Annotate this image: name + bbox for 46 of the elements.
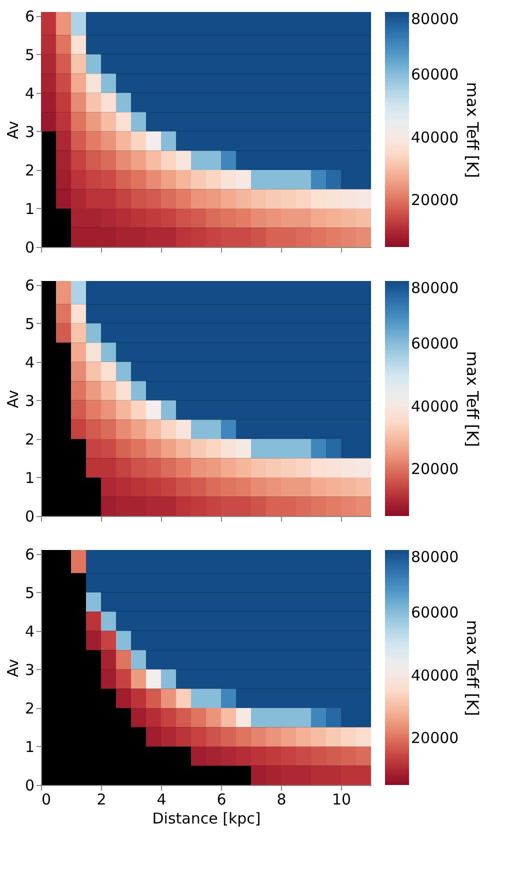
y-tick-label: 3 <box>24 660 34 679</box>
color-bar-label: 20000 <box>411 460 459 478</box>
y-tick-label: 1 <box>24 468 34 487</box>
y-tick-label: 4 <box>24 622 34 640</box>
x-tick-label: 10 <box>332 790 352 808</box>
y-tick-label: 5 <box>24 46 34 64</box>
y-tick-label: 6 <box>24 7 34 26</box>
y-tick-label: 4 <box>24 353 34 372</box>
y-tick-label: 6 <box>24 545 34 564</box>
color-bar-label: 60000 <box>411 604 459 622</box>
y-axis-title: Av <box>4 120 22 140</box>
color-bar-label: 80000 <box>411 279 459 297</box>
y-tick-label: 4 <box>24 84 34 102</box>
color-bar-label: 80000 <box>411 548 459 566</box>
y-tick-label: 2 <box>24 430 34 448</box>
color-bar-label: 40000 <box>411 397 459 416</box>
y-tick-label: 5 <box>24 584 34 602</box>
color-bar-label: 40000 <box>411 666 459 684</box>
y-tick-label: 0 <box>24 508 34 526</box>
color-bar-title: max Teff [K] <box>463 82 482 178</box>
y-tick-label: 0 <box>24 238 34 256</box>
color-bar-label: 60000 <box>411 334 459 353</box>
x-tick-label: 8 <box>276 790 286 808</box>
color-bar-title: max Teff [K] <box>463 620 482 716</box>
y-tick-label: 1 <box>24 738 34 756</box>
y-tick-label: 1 <box>24 200 34 218</box>
color-bar-label: 60000 <box>411 66 459 84</box>
color-bar-label: 40000 <box>411 128 459 146</box>
color-bar-title: max Teff [K] <box>463 351 482 447</box>
x-tick-label: 0 <box>42 790 52 808</box>
color-bar-label: 80000 <box>411 10 459 28</box>
y-axis-title: Av <box>4 658 22 678</box>
y-tick-label: 3 <box>24 122 34 141</box>
x-tick-label: 6 <box>216 790 226 808</box>
y-tick-label: 0 <box>24 776 34 794</box>
x-tick-label: 4 <box>156 790 166 808</box>
y-tick-label: 5 <box>24 314 34 333</box>
y-tick-label: 2 <box>24 161 34 180</box>
x-tick-label: 2 <box>96 790 106 808</box>
y-tick-label: 6 <box>24 276 34 294</box>
y-tick-label: 2 <box>24 699 34 718</box>
x-axis-title: Distance [kpc] <box>152 810 261 828</box>
y-tick-label: 3 <box>24 392 34 410</box>
color-bar-label: 20000 <box>411 191 459 209</box>
y-axis-title: Av <box>4 390 22 408</box>
color-bar-label: 20000 <box>411 729 459 747</box>
